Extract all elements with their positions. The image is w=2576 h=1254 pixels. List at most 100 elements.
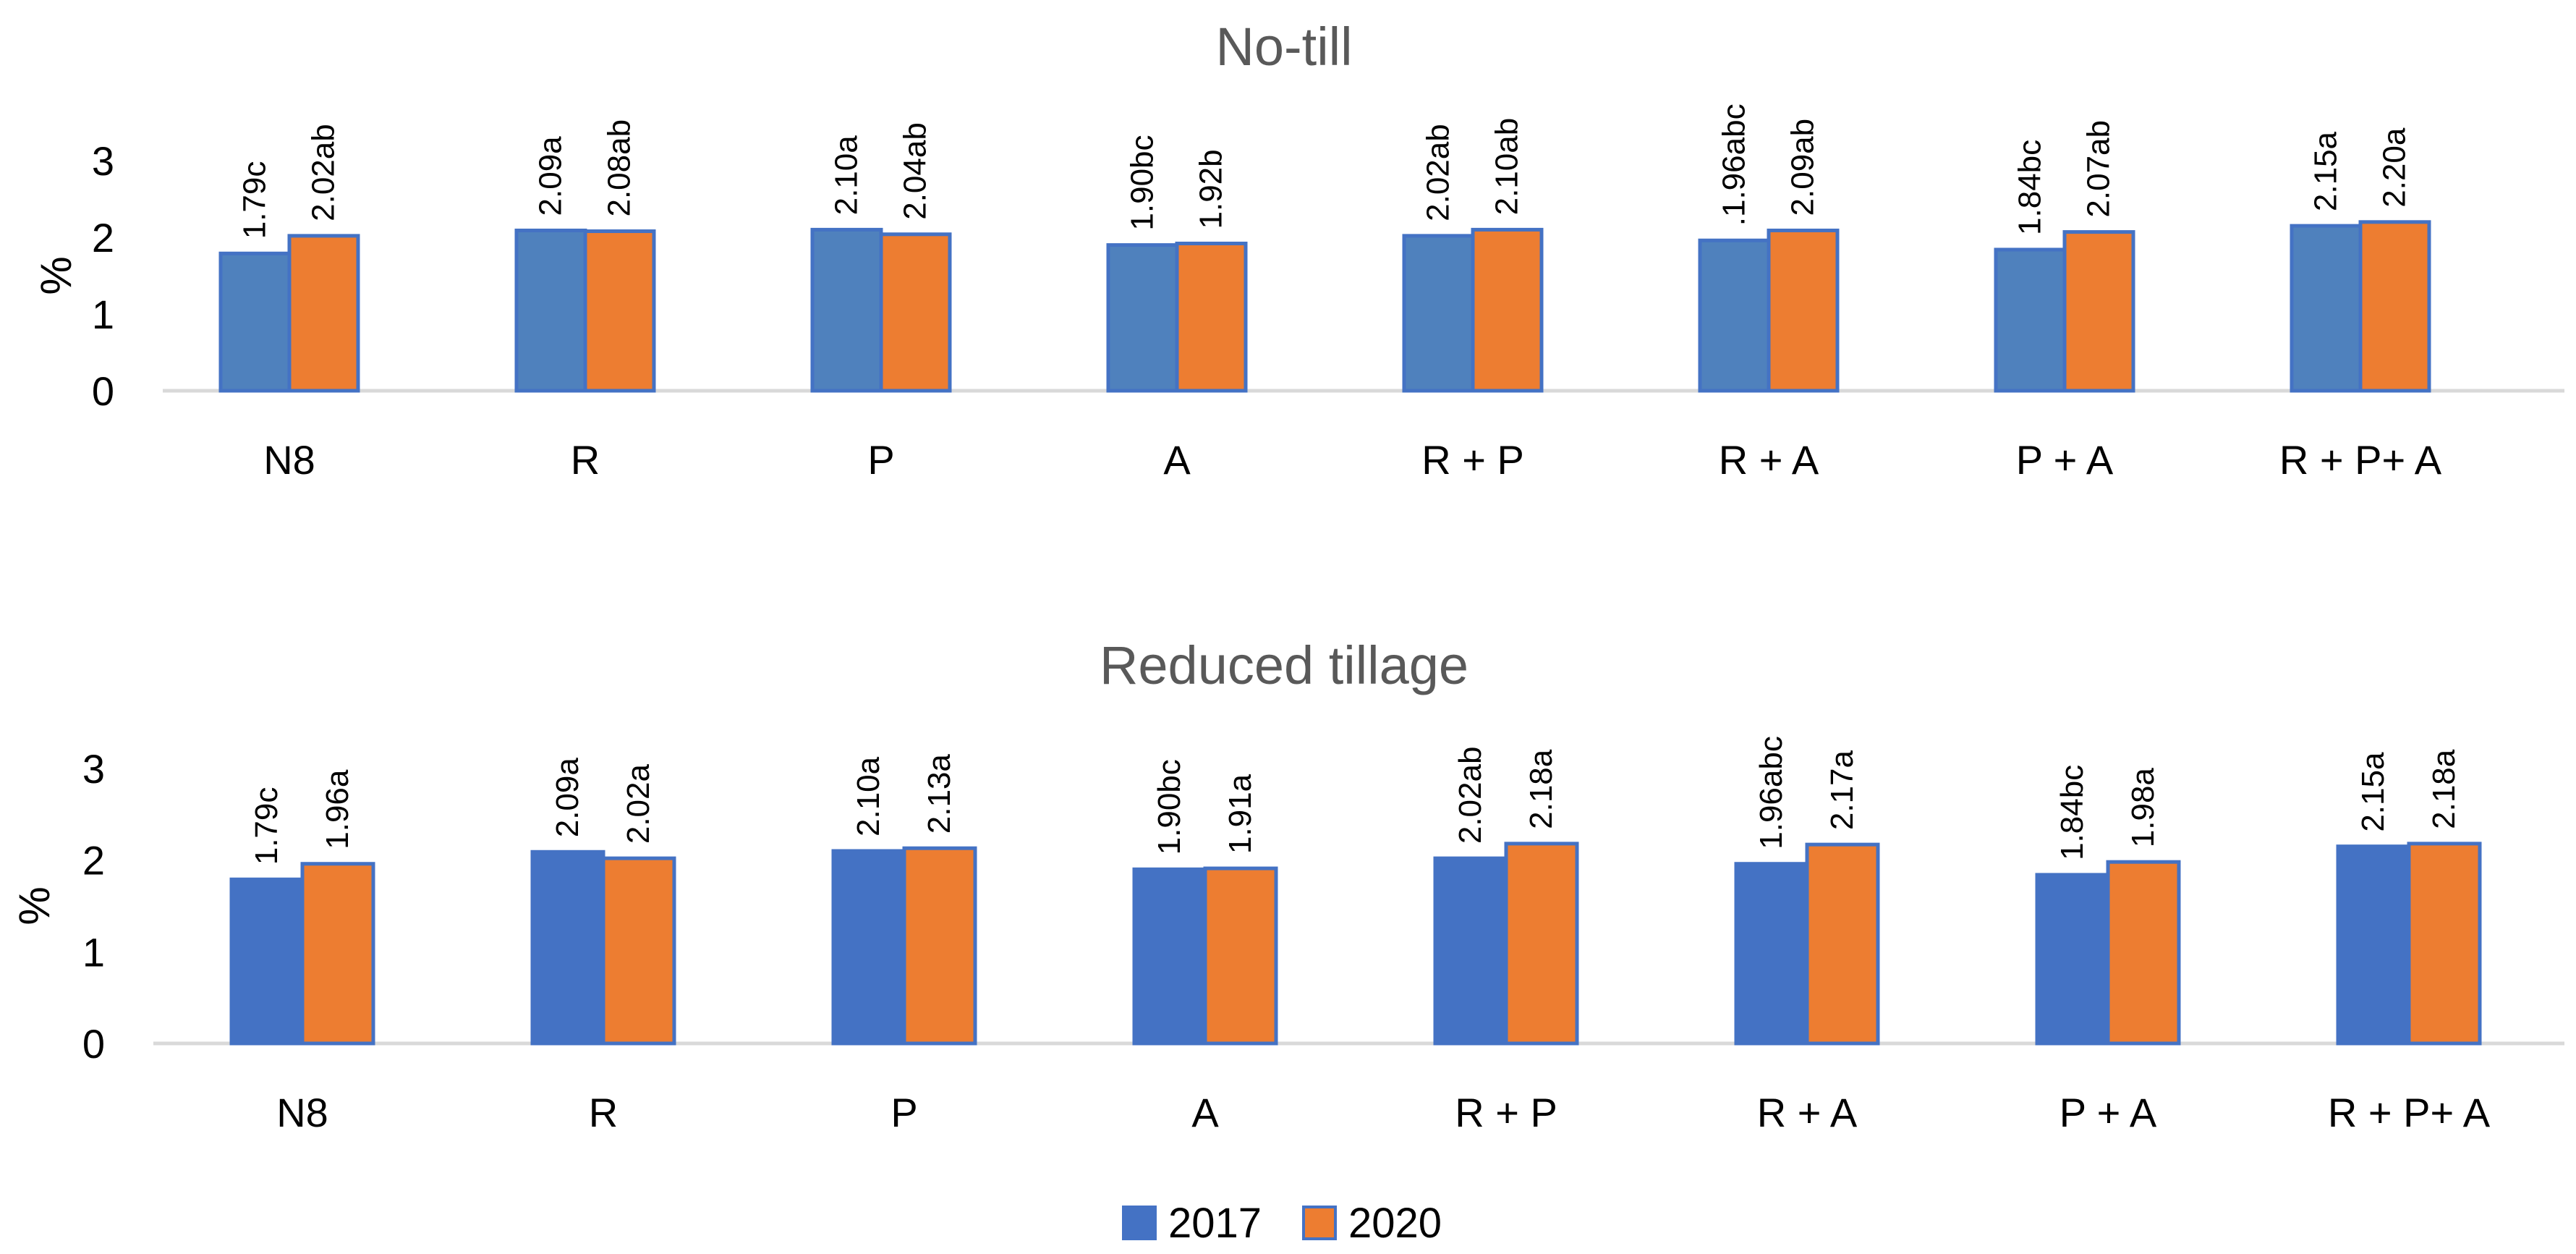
bar-2017-1 [218,251,292,393]
data-label: 2.02a [621,763,656,844]
x-tick-label: A [1163,437,1191,483]
data-label: 1.98a [2125,768,2161,848]
bar-2020-4 [1203,866,1278,1046]
data-label: 2.02ab [306,124,341,221]
bar-2020-1 [287,234,360,393]
data-label: 2.13a [922,754,957,834]
data-label: 2.18a [2426,749,2462,829]
data-label: 2.04ab [898,122,933,220]
chart-panel-1: No-till% 0 1 2 3 1.79c 2.02ab N8 2.09a 2.08ab R 2.1… [32,17,2564,483]
y-tick-label: 2 [82,838,105,884]
data-label: 1.84bc [2054,765,2090,860]
data-label: 1.79c [237,161,273,240]
bar-2017-8 [2290,224,2363,393]
bar-2017-2 [530,850,605,1046]
data-label: 2.09a [550,758,585,838]
bar-2017-3 [831,849,906,1046]
x-tick-label: N8 [276,1090,328,1135]
chart-panel-2: Reduced tillage% 0 1 2 3 1.79c 1.96a N8 2.09a 2.0… [10,635,2564,1135]
x-tick-label: P [890,1090,917,1135]
bar-2020-3 [879,232,952,393]
bar-2017-7 [2035,873,2110,1046]
bar-2020-1 [300,862,375,1046]
bar-2017-5 [1402,234,1475,393]
bar-2020-7 [2062,230,2135,393]
data-label: 1.90bc [1125,135,1160,230]
data-label: 2.07ab [2081,120,2117,218]
legend-swatch-2020 [1302,1206,1337,1240]
data-label: 2.10ab [1489,118,1525,216]
x-tick-label: P [867,437,894,483]
legend-label-2017: 2017 [1168,1200,1262,1247]
data-label: 2.15a [2355,752,2391,832]
bar-2020-5 [1504,842,1579,1046]
data-label: 2.09ab [1785,119,1821,216]
legend-swatch-2017 [1122,1206,1157,1240]
data-label: 2.02ab [1453,747,1488,844]
x-tick-label: R + P [1455,1090,1557,1135]
data-label: 2.09a [533,136,569,216]
y-tick-label: 1 [82,929,105,975]
data-label: 1.90bc [1152,759,1187,855]
y-tick-label: 3 [92,138,114,184]
x-tick-label: R + P+ A [2279,437,2442,483]
x-tick-label: R [571,437,600,483]
chart-title: No-till [1215,17,1352,77]
bar-2020-2 [583,229,656,393]
bar-2017-1 [229,877,305,1046]
bar-2020-8 [2407,842,2482,1046]
x-tick-label: R + A [1757,1090,1858,1135]
y-tick-label: 2 [92,215,114,260]
bar-2017-6 [1734,862,1809,1046]
y-tick-label: 0 [82,1021,105,1067]
data-label: 2.10a [829,135,864,216]
x-tick-label: N8 [263,437,315,483]
bar-2017-6 [1698,238,1771,393]
data-label: 2.08ab [602,119,637,217]
data-label: 1.79c [249,787,284,865]
data-label: 2.10a [851,756,886,836]
bar-2020-5 [1471,227,1544,393]
bar-2017-4 [1132,867,1207,1046]
y-tick-label: 0 [92,368,114,414]
y-tick-label: 3 [82,746,105,792]
bar-2020-4 [1175,241,1248,393]
x-tick-label: P + A [2059,1090,2157,1135]
chart-title: Reduced tillage [1100,635,1468,695]
data-label: 2.18a [1523,749,1559,829]
data-label: 2.02ab [1421,124,1456,221]
y-axis-label: % [32,256,80,295]
bar-2017-3 [810,227,883,393]
x-tick-label: A [1191,1090,1219,1135]
data-label: .1.96abc [1717,103,1752,226]
y-tick-label: 1 [92,292,114,337]
x-tick-label: R [589,1090,618,1135]
bar-2017-4 [1106,243,1179,393]
bar-2017-7 [1994,247,2067,393]
data-label: 1.92b [1194,149,1229,229]
bar-2020-7 [2106,860,2181,1046]
data-label: 2.20a [2377,127,2413,208]
bar-2020-3 [902,846,977,1046]
x-tick-label: R + P+ A [2328,1090,2491,1135]
legend: 2017 2020 [1122,1200,1442,1247]
data-label: 1.96a [320,769,355,850]
bar-2017-2 [514,228,587,393]
bar-2020-6 [1805,842,1880,1046]
bar-2017-8 [2336,844,2411,1046]
data-label: 1.96abc [1754,736,1789,850]
bar-2017-5 [1433,856,1508,1046]
x-tick-label: R + P [1421,437,1524,483]
bar-2020-8 [2358,220,2431,393]
data-label: 1.91a [1223,774,1258,854]
data-label: 1.84bc [2012,140,2048,235]
bar-2020-2 [601,856,676,1046]
x-tick-label: R + A [1719,437,1819,483]
legend-label-2020: 2020 [1348,1200,1442,1247]
y-axis-label: % [10,886,59,925]
bar-2020-6 [1767,228,1840,393]
data-label: 2.17a [1824,750,1860,830]
data-label: 2.15a [2308,131,2344,211]
